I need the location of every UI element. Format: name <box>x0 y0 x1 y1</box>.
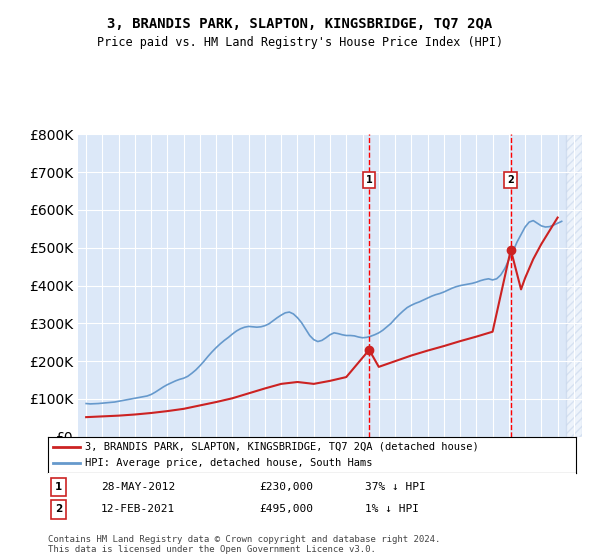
Text: £495,000: £495,000 <box>259 505 313 515</box>
Text: Contains HM Land Registry data © Crown copyright and database right 2024.
This d: Contains HM Land Registry data © Crown c… <box>48 535 440 554</box>
Text: 1% ↓ HPI: 1% ↓ HPI <box>365 505 419 515</box>
Text: Price paid vs. HM Land Registry's House Price Index (HPI): Price paid vs. HM Land Registry's House … <box>97 36 503 49</box>
Text: 3, BRANDIS PARK, SLAPTON, KINGSBRIDGE, TQ7 2QA: 3, BRANDIS PARK, SLAPTON, KINGSBRIDGE, T… <box>107 17 493 31</box>
Text: 12-FEB-2021: 12-FEB-2021 <box>101 505 175 515</box>
Text: 3, BRANDIS PARK, SLAPTON, KINGSBRIDGE, TQ7 2QA (detached house): 3, BRANDIS PARK, SLAPTON, KINGSBRIDGE, T… <box>85 442 479 452</box>
Text: £230,000: £230,000 <box>259 482 313 492</box>
Text: 2: 2 <box>55 505 62 515</box>
Text: 1: 1 <box>366 175 373 185</box>
Text: 1: 1 <box>55 482 62 492</box>
Text: HPI: Average price, detached house, South Hams: HPI: Average price, detached house, Sout… <box>85 458 373 468</box>
Text: 2: 2 <box>508 175 514 185</box>
Text: 28-MAY-2012: 28-MAY-2012 <box>101 482 175 492</box>
Text: 37% ↓ HPI: 37% ↓ HPI <box>365 482 425 492</box>
Bar <box>566 134 582 437</box>
